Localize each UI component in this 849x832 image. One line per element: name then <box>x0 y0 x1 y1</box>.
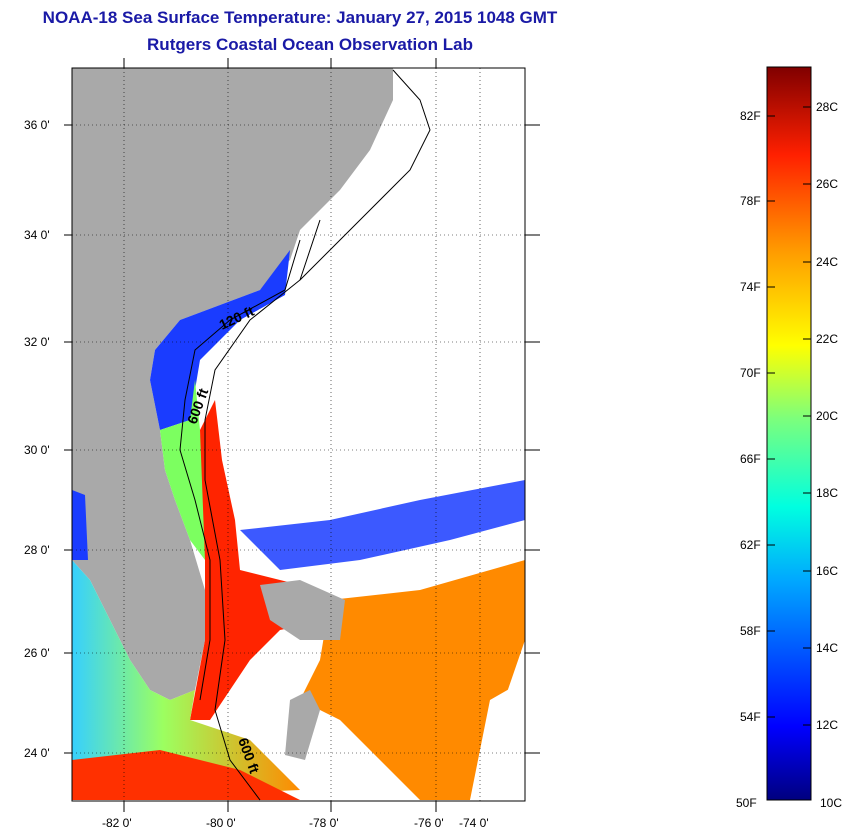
contour-600ft <box>204 219 321 801</box>
lon-label: -80 0' <box>206 816 236 830</box>
colorbar-f-label: 62F <box>740 538 761 552</box>
sst-west-blue-strip <box>72 490 88 560</box>
sst-offshore-patches <box>240 480 525 570</box>
lon-label: -74 0' <box>459 816 489 830</box>
colorbar-c-label: 22C <box>816 332 839 346</box>
lon-label: -82 0' <box>102 816 132 830</box>
lat-label: 28 0' <box>24 543 50 557</box>
colorbar-f-label: 70F <box>740 366 761 380</box>
colorbar-c-label: 12C <box>816 718 839 732</box>
map-subtitle: Rutgers Coastal Ocean Observation Lab <box>147 35 473 54</box>
coastline-north <box>299 69 431 281</box>
sst-southwest-mix <box>72 560 300 800</box>
sst-shelf-green <box>160 380 205 560</box>
colorbar-f-label: 66F <box>740 452 761 466</box>
colorbar-c-label: 28C <box>816 100 839 114</box>
island-andros-south <box>285 690 320 760</box>
lat-label: 36 0' <box>24 118 50 132</box>
lon-label: -78 0' <box>309 816 339 830</box>
colorbar-c-label: 14C <box>816 641 839 655</box>
lon-label: -76 0' <box>414 816 444 830</box>
colorbar-ticks <box>767 106 811 726</box>
sst-south-red <box>72 750 300 800</box>
map-title: NOAA-18 Sea Surface Temperature: January… <box>42 8 558 27</box>
colorbar <box>766 66 812 801</box>
colorbar-f-label: 54F <box>740 710 761 724</box>
lat-label: 34 0' <box>24 228 50 242</box>
colorbar-c-label: 26C <box>816 177 839 191</box>
tick-marks <box>64 58 540 812</box>
colorbar-f-label: 78F <box>740 194 761 208</box>
lat-label: 32 0' <box>24 335 50 349</box>
swath-edge <box>470 640 525 800</box>
land-mass <box>72 68 393 700</box>
lat-label: 24 0' <box>24 746 50 760</box>
lat-label: 30 0' <box>24 443 50 457</box>
colorbar-f-label: 74F <box>740 280 761 294</box>
sst-coastal-blue <box>150 250 290 430</box>
colorbar-f-label: 82F <box>740 109 761 123</box>
colorbar-f-label: 50F <box>736 796 757 810</box>
colorbar-c-label: 24C <box>816 255 839 269</box>
lat-label: 26 0' <box>24 646 50 660</box>
colorbar-c-label: 10C <box>820 796 843 810</box>
colorbar-c-label: 20C <box>816 409 839 423</box>
map-border <box>71 67 526 802</box>
island-andros <box>260 580 345 640</box>
colorbar-c-label: 18C <box>816 486 839 500</box>
sst-bahamas-warm <box>300 560 525 800</box>
colorbar-f-label: 58F <box>740 624 761 638</box>
contour-120ft <box>179 239 301 701</box>
colorbar-c-label: 16C <box>816 564 839 578</box>
